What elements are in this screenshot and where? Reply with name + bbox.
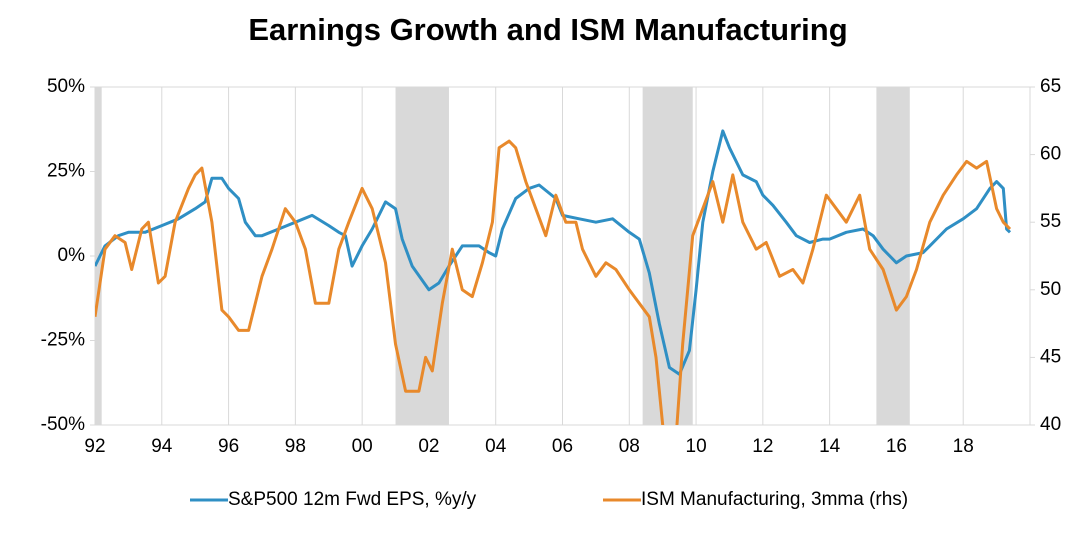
x-tick-label: 14 — [819, 436, 841, 457]
x-tick-label: 08 — [619, 436, 640, 457]
y-tick-label: 0% — [58, 245, 86, 266]
legend-label: S&P500 12m Fwd EPS, %y/y — [228, 489, 477, 510]
x-tick-label: 94 — [151, 436, 173, 457]
x-tick-label: 06 — [552, 436, 573, 457]
y-tick-label: 50% — [47, 76, 85, 97]
x-tick-label: 92 — [84, 436, 105, 457]
chart-title: Earnings Growth and ISM Manufacturing — [248, 12, 847, 47]
series-line — [95, 139, 1012, 425]
y-tick-label: -25% — [41, 330, 85, 351]
legend-label: ISM Manufacturing, 3mma (rhs) — [641, 489, 908, 510]
x-tick-label: 00 — [352, 436, 373, 457]
shaded-period — [642, 87, 693, 425]
x-tick-label: 16 — [886, 436, 907, 457]
x-tick-label: 98 — [285, 436, 306, 457]
y2-tick-label: 50 — [1040, 279, 1061, 300]
y-tick-label: -50% — [41, 414, 85, 435]
x-tick-label: 10 — [686, 436, 707, 457]
y2-tick-label: 40 — [1040, 414, 1061, 435]
x-tick-label: 04 — [485, 436, 507, 457]
y2-tick-label: 45 — [1040, 346, 1061, 367]
x-tick-label: 12 — [752, 436, 773, 457]
y2-tick-label: 55 — [1040, 211, 1061, 232]
y2-tick-label: 60 — [1040, 144, 1061, 165]
x-tick-label: 96 — [218, 436, 239, 457]
y-tick-label: 25% — [47, 161, 85, 182]
x-tick-label: 02 — [418, 436, 439, 457]
x-tick-label: 18 — [953, 436, 974, 457]
y2-tick-label: 65 — [1040, 76, 1061, 97]
plot-lines — [95, 129, 1012, 425]
